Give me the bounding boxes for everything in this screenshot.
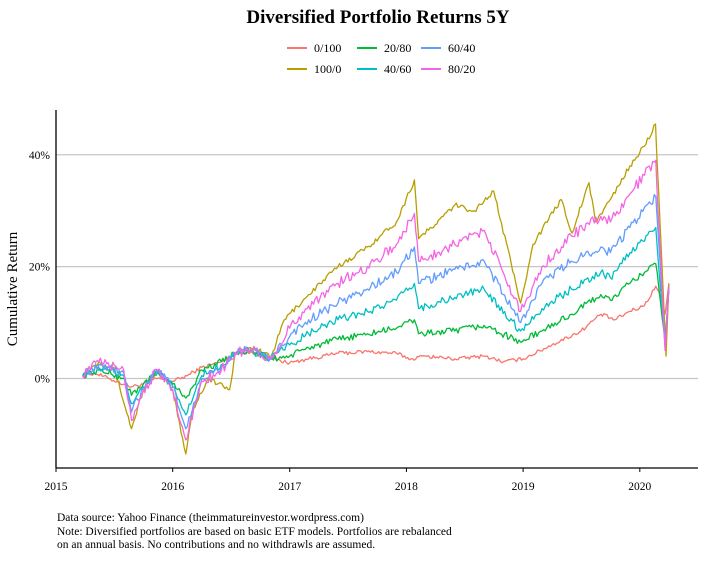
legend-label: 0/100	[314, 41, 341, 55]
x-tick-label: 2017	[278, 481, 301, 493]
series-line-0-100	[82, 283, 670, 388]
caption-source: Data source: Yahoo Finance (theimmaturei…	[57, 512, 364, 524]
x-tick-label: 2020	[628, 481, 651, 493]
caption-note-line-2: on an annual basis. No contributions and…	[57, 539, 376, 551]
y-tick-label: 20%	[29, 262, 51, 274]
legend-label: 20/80	[384, 41, 411, 55]
y-tick-label: 40%	[29, 150, 51, 162]
chart-title: Diversified Portfolio Returns 5Y	[246, 7, 510, 28]
x-tick-label: 2018	[395, 481, 418, 493]
series-line-60-40	[82, 193, 670, 430]
y-axis-title: Cumulative Return	[5, 231, 21, 346]
chart-caption: Data source: Yahoo Finance (theimmaturei…	[57, 512, 697, 553]
legend-label: 40/60	[384, 62, 411, 76]
x-tick-label: 2016	[161, 481, 184, 493]
series-line-20-80	[81, 262, 670, 399]
x-tick-label: 2015	[45, 481, 68, 493]
axes	[55, 110, 698, 469]
caption-note-line-1: Note: Diversified portfolios are based o…	[57, 525, 452, 538]
legend-label: 80/20	[448, 62, 475, 76]
tick-labels: 0% 20% 40% 2015 2016 2017 2018 2019 2020	[29, 150, 652, 493]
legend: 0/100 100/0 20/80 40/60 60/40 80/20	[287, 41, 475, 76]
x-tick-label: 2019	[512, 481, 535, 493]
grid-lines	[56, 154, 698, 380]
legend-label: 100/0	[314, 62, 341, 76]
series-line-40-60	[82, 226, 670, 416]
series-lines	[81, 123, 670, 455]
legend-label: 60/40	[448, 41, 475, 55]
series-line-80-20	[81, 159, 670, 441]
y-tick-label: 0%	[35, 374, 51, 386]
series-line-100-0	[82, 123, 670, 455]
